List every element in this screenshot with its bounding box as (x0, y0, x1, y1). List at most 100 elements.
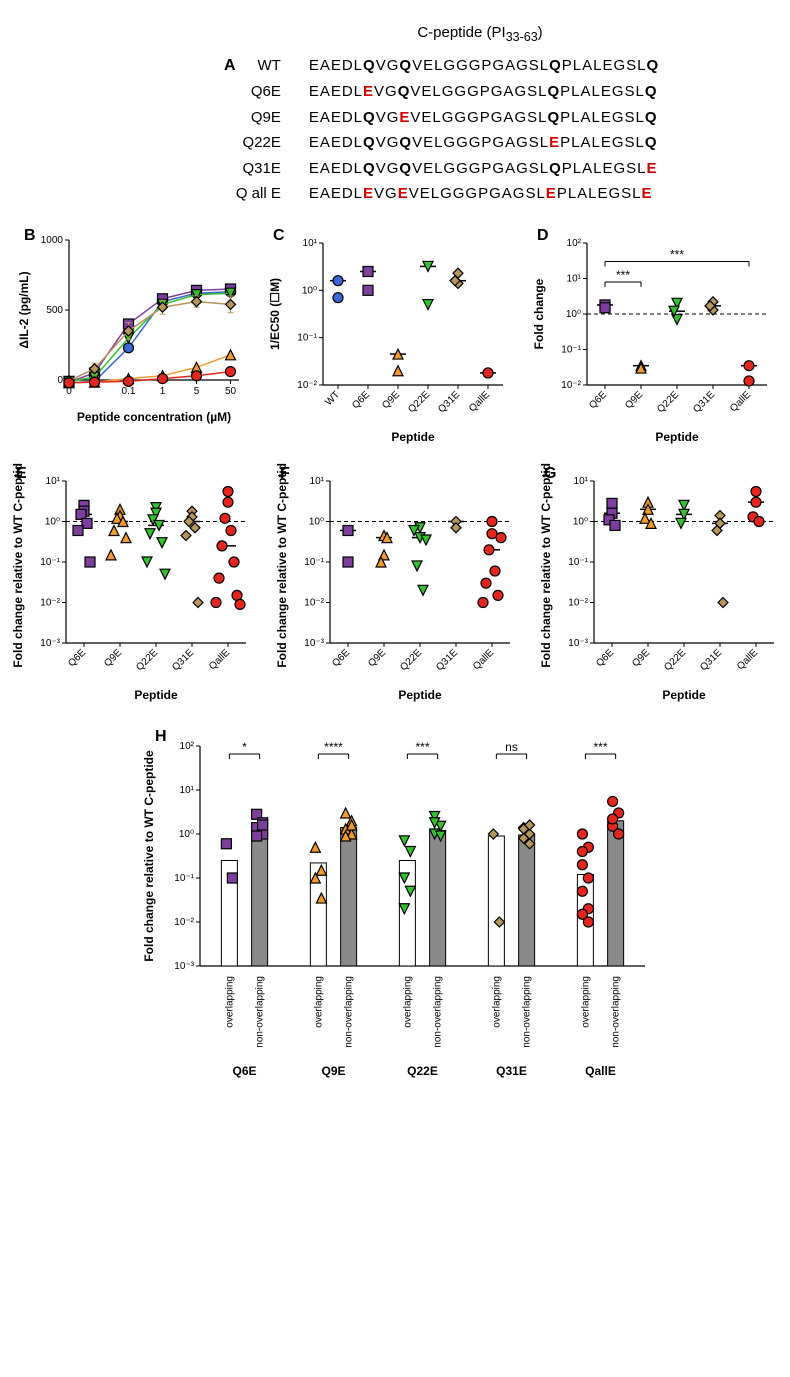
svg-text:Q31E: Q31E (434, 647, 460, 673)
svg-text:10⁻²: 10⁻² (304, 597, 324, 608)
svg-text:10⁻¹: 10⁻¹ (40, 557, 60, 568)
svg-text:Q22E: Q22E (406, 389, 432, 415)
svg-text:ns: ns (505, 740, 518, 754)
seq-row: Q22E EAEDLQVGQVELGGGPGAGSLEPLALEGSLQ (171, 130, 659, 156)
svg-text:Q6E: Q6E (330, 647, 352, 669)
row-h: H 10⁻³ 10⁻² 10⁻¹ 10⁰ 10¹ 10² overlapping non-ove… (20, 721, 770, 1081)
svg-text:Fold change relative to WT C-p: Fold change relative to WT C-peptide (539, 463, 553, 668)
svg-text:QallE: QallE (467, 389, 492, 414)
svg-text:Peptide: Peptide (655, 430, 699, 444)
svg-text:10⁻³: 10⁻³ (40, 638, 60, 649)
seq-text: EAEDLEVGEVELGGGPGAGSLEPLALEGSLE (309, 181, 653, 207)
seq-text: EAEDLQVGQVELGGGPGAGSLEPLALEGSLQ (309, 130, 658, 156)
panel-g: G10⁻³10⁻²10⁻¹10⁰10¹Q6EQ9EQ22EQ31EQallEPe… (534, 463, 784, 703)
svg-text:10¹: 10¹ (180, 785, 195, 796)
seq-text: EAEDLQVGQVELGGGPGAGSLQPLALEGSLQ (309, 53, 659, 79)
svg-text:Q22E: Q22E (134, 647, 160, 673)
seq-row-label: Q all E (171, 181, 281, 207)
svg-text:10⁻¹: 10⁻¹ (561, 344, 581, 355)
svg-text:10⁰: 10⁰ (179, 829, 194, 840)
svg-text:10⁻²: 10⁻² (297, 380, 317, 391)
sequence-table: AWT EAEDLQVGQVELGGGPGAGSLQPLALEGSLQ Q6E EAE… (171, 52, 659, 207)
svg-text:Q9E: Q9E (321, 1064, 345, 1078)
svg-text:10⁻¹: 10⁻¹ (174, 873, 194, 884)
svg-text:10⁰: 10⁰ (45, 516, 60, 527)
svg-text:Q9E: Q9E (102, 647, 124, 669)
svg-text:Q6E: Q6E (66, 647, 88, 669)
svg-text:***: *** (593, 740, 607, 754)
seq-text: EAEDLEVGQVELGGGPGAGSLQPLALEGSLQ (309, 79, 658, 105)
svg-text:10⁻¹: 10⁻¹ (297, 333, 317, 344)
svg-text:***: *** (669, 247, 683, 261)
panel-f: F10⁻³10⁻²10⁻¹10⁰10¹Q6EQ9EQ22EQ31EQallEPe… (270, 463, 520, 703)
svg-text:10⁰: 10⁰ (301, 285, 316, 296)
svg-text:overlapping: overlapping (402, 976, 413, 1028)
svg-text:Peptide: Peptide (391, 430, 435, 444)
svg-text:10¹: 10¹ (574, 476, 589, 487)
svg-text:Q31E: Q31E (698, 647, 724, 673)
svg-text:D: D (537, 227, 549, 244)
svg-text:Q6E: Q6E (587, 389, 609, 411)
seq-row: Q9E EAEDLQVGEVELGGGPGAGSLQPLALEGSLQ (171, 105, 659, 131)
panel-e: E10⁻³10⁻²10⁻¹10⁰10¹Q6EQ9EQ22EQ31EQallEPe… (6, 463, 256, 703)
svg-text:Peptide: Peptide (134, 688, 178, 702)
svg-text:overlapping: overlapping (224, 976, 235, 1028)
panel-h: H 10⁻³ 10⁻² 10⁻¹ 10⁰ 10¹ 10² overlapping non-ove… (135, 721, 655, 1081)
svg-text:10⁻²: 10⁻² (174, 917, 194, 928)
seq-row-label: Q6E (171, 79, 281, 105)
svg-text:*: * (242, 740, 247, 754)
svg-text:QallE: QallE (585, 1064, 616, 1078)
svg-text:overlapping: overlapping (580, 976, 591, 1028)
svg-text:Fold change: Fold change (532, 278, 546, 349)
svg-text:1: 1 (159, 386, 165, 397)
svg-text:10⁻³: 10⁻³ (304, 638, 324, 649)
svg-text:10⁰: 10⁰ (573, 516, 588, 527)
svg-text:****: **** (324, 740, 343, 754)
svg-text:ΔIL-2 (pg/mL): ΔIL-2 (pg/mL) (17, 271, 31, 348)
svg-text:H: H (155, 728, 167, 745)
svg-text:10⁰: 10⁰ (309, 516, 324, 527)
svg-text:Q6E: Q6E (594, 647, 616, 669)
seq-row-label: Q9E (171, 105, 281, 131)
panel-d: D10⁻²10⁻¹10⁰10¹10²Q6EQ9EQ22EQ31EQallE***… (527, 225, 777, 445)
panel-a-title: C-peptide (PI33-63) (417, 20, 542, 48)
panel-c: C10⁻²10⁻¹10⁰10¹WTQ6EQ9EQ22EQ31EQallEPept… (263, 225, 513, 445)
seq-row-label: Q22E (171, 130, 281, 156)
svg-text:Peptide concentration (µM): Peptide concentration (µM) (76, 410, 230, 424)
svg-text:***: *** (615, 268, 629, 282)
svg-text:1000: 1000 (40, 235, 63, 246)
svg-text:Q22E: Q22E (655, 389, 681, 415)
svg-text:5: 5 (193, 386, 199, 397)
svg-text:QallE: QallE (471, 647, 496, 672)
svg-text:10⁻²: 10⁻² (561, 380, 581, 391)
svg-text:10⁻²: 10⁻² (40, 597, 60, 608)
svg-text:QallE: QallE (207, 647, 232, 672)
svg-text:10⁻²: 10⁻² (568, 597, 588, 608)
seq-row: Q all E EAEDLEVGEVELGGGPGAGSLEPLALEGSLE (171, 181, 659, 207)
svg-text:Q22E: Q22E (398, 647, 424, 673)
row-efg: E10⁻³10⁻²10⁻¹10⁰10¹Q6EQ9EQ22EQ31EQallEPe… (20, 463, 770, 703)
seq-row-label: Q31E (171, 156, 281, 182)
svg-text:Q6E: Q6E (350, 389, 372, 411)
seq-text: EAEDLQVGEVELGGGPGAGSLQPLALEGSLQ (309, 105, 658, 131)
svg-text:Q31E: Q31E (496, 1064, 527, 1078)
svg-text:Q31E: Q31E (691, 389, 717, 415)
svg-text:overlapping: overlapping (491, 976, 502, 1028)
svg-text:10⁻³: 10⁻³ (174, 961, 194, 972)
svg-text:QallE: QallE (735, 647, 760, 672)
svg-text:Q9E: Q9E (630, 647, 652, 669)
svg-text:Fold change relative to WT C-p: Fold change relative to WT C-peptide (275, 463, 289, 668)
panel-a: C-peptide (PI33-63) AWT EAEDLQVGQVELGGGPG… (60, 20, 770, 207)
seq-row: Q31EEAEDLQVGQVELGGGPGAGSLQPLALEGSLE (171, 156, 659, 182)
svg-text:Q9E: Q9E (380, 389, 402, 411)
svg-text:QallE: QallE (728, 389, 753, 414)
row-bcd: B0500100000.11550Peptide concentration (… (20, 225, 770, 445)
title-text: C-peptide (PI33-63) (417, 24, 542, 41)
svg-text:10²: 10² (180, 741, 195, 752)
seq-row-label: AWT (171, 52, 281, 79)
svg-text:WT: WT (323, 389, 342, 408)
svg-text:Q31E: Q31E (170, 647, 196, 673)
svg-text:non-overlapping: non-overlapping (433, 976, 444, 1048)
svg-text:Peptide: Peptide (662, 688, 706, 702)
svg-text:non-overlapping: non-overlapping (344, 976, 355, 1048)
